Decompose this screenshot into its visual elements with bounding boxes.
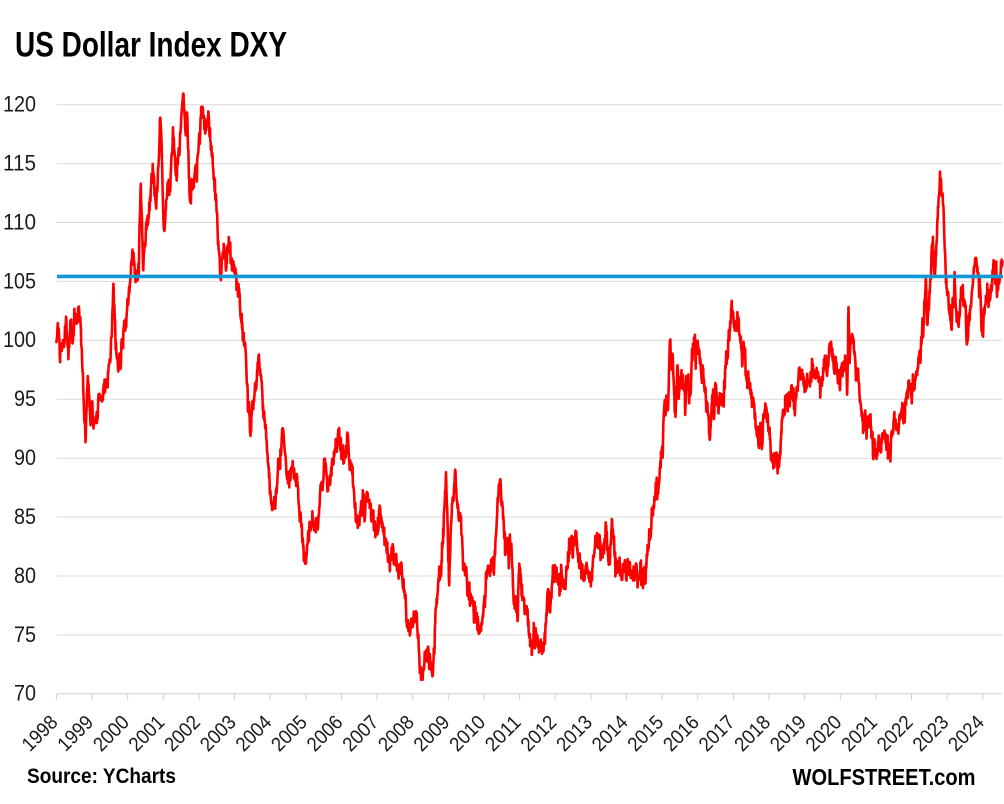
svg-text:115: 115 — [3, 151, 36, 176]
svg-text:110: 110 — [3, 209, 36, 234]
svg-text:WOLFSTREET.com: WOLFSTREET.com — [793, 764, 976, 790]
svg-text:80: 80 — [14, 563, 36, 588]
svg-text:120: 120 — [3, 92, 36, 117]
svg-text:90: 90 — [14, 445, 36, 470]
svg-text:100: 100 — [3, 327, 36, 352]
svg-text:Source: YCharts: Source: YCharts — [27, 765, 176, 788]
svg-text:70: 70 — [14, 681, 36, 706]
svg-text:85: 85 — [14, 504, 36, 529]
svg-text:95: 95 — [14, 386, 36, 411]
svg-text:US Dollar Index DXY: US Dollar Index DXY — [15, 26, 287, 65]
svg-text:75: 75 — [14, 622, 36, 647]
svg-text:105: 105 — [3, 268, 36, 293]
